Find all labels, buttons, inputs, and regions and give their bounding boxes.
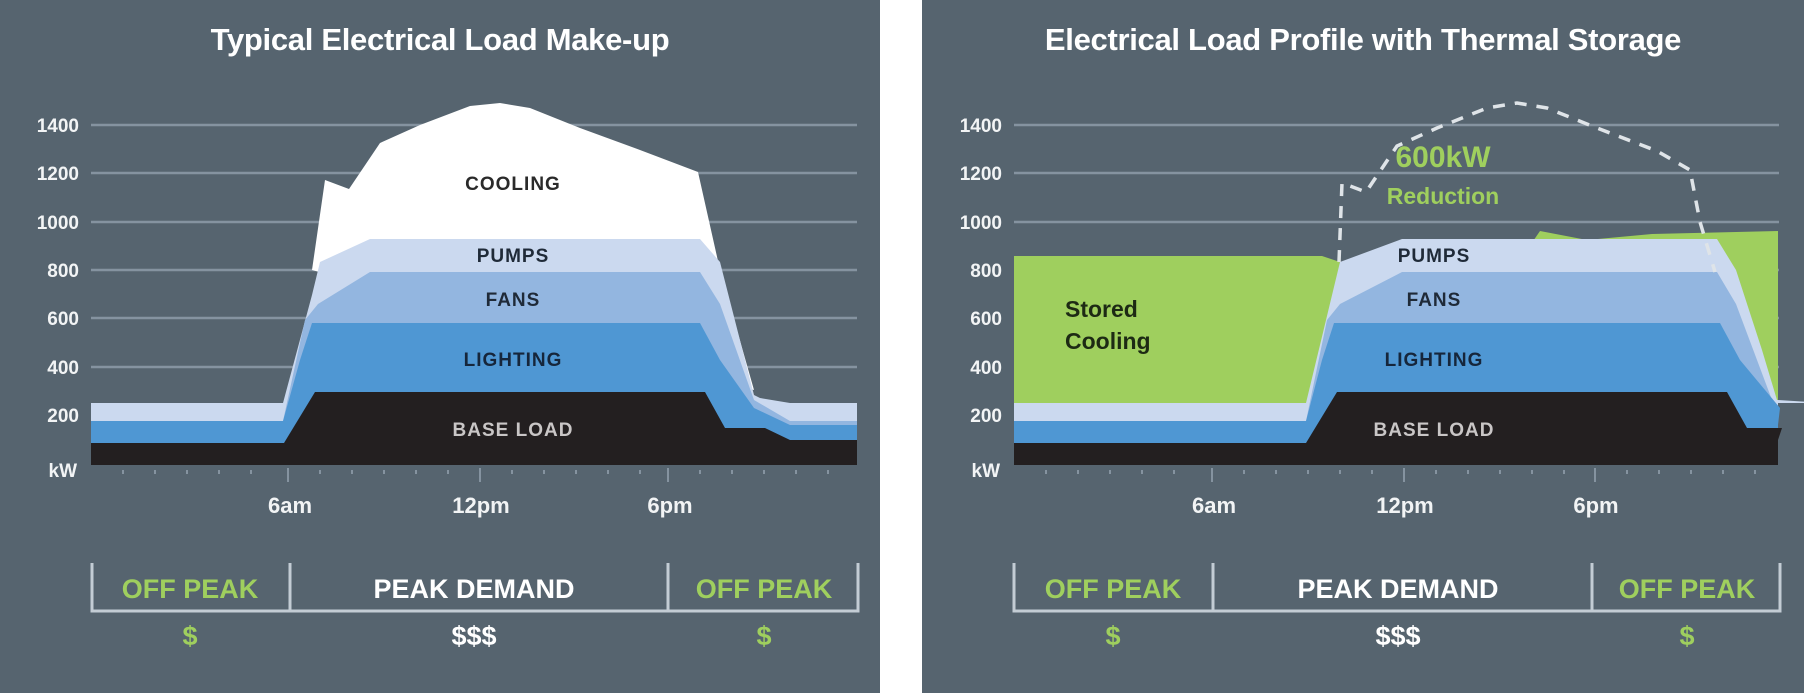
cost-off-peak-evening: $ [756, 621, 771, 651]
x-axis-ticks [1045, 468, 1756, 482]
legend-off-peak-morning: OFF PEAK [122, 574, 259, 604]
x-tick-6pm: 6pm [647, 493, 692, 518]
y-unit-label: kW [972, 461, 1001, 482]
annotation-reduction-value: 600kW [1395, 141, 1491, 174]
cost-off-peak-evening: $ [1679, 621, 1694, 651]
label-base-load: BASE LOAD [453, 420, 574, 441]
stored-cooling-label-line1: Stored [1065, 296, 1138, 322]
label-lighting: LIGHTING [464, 350, 563, 371]
left-chart-title: Typical Electrical Load Make-up [210, 22, 670, 57]
x-tick-12pm: 12pm [1376, 493, 1433, 518]
period-bracket [1012, 563, 1782, 613]
dashed-original-peak-line [1337, 101, 1717, 273]
y-tick-200: 200 [47, 406, 79, 427]
label-base-load: BASE LOAD [1374, 420, 1495, 441]
y-tick-1400: 1400 [960, 116, 1002, 137]
cost-peak-demand: $$$ [451, 621, 496, 651]
right-chart-title: Electrical Load Profile with Thermal Sto… [1044, 22, 1682, 57]
area-stored-cooling-morning [1014, 256, 1340, 410]
label-fans: FANS [1407, 290, 1462, 311]
label-cooling: COOLING [465, 174, 561, 195]
area-base-load [1014, 392, 1782, 465]
area-base-load [91, 392, 857, 465]
y-tick-600: 600 [47, 309, 79, 330]
cost-peak-demand: $$$ [1375, 621, 1420, 651]
y-tick-800: 800 [970, 261, 1002, 282]
legend-peak-demand: PEAK DEMAND [373, 574, 574, 604]
y-axis-labels: 1400 1200 1000 800 600 400 200 kW [960, 116, 1002, 482]
label-pumps: PUMPS [477, 246, 550, 267]
y-axis-labels: 1400 1200 1000 800 600 400 200 kW [37, 116, 79, 482]
y-tick-1200: 1200 [960, 164, 1002, 185]
right-chart-panel: Electrical Load Profile with Thermal Sto… [922, 0, 1804, 693]
y-tick-600: 600 [970, 309, 1002, 330]
x-tick-6am: 6am [268, 493, 312, 518]
y-tick-1400: 1400 [37, 116, 79, 137]
label-lighting: LIGHTING [1385, 350, 1484, 371]
y-tick-1000: 1000 [960, 213, 1002, 234]
cost-off-peak-morning: $ [182, 621, 197, 651]
right-chart: 1400 1200 1000 800 600 400 200 kW 600kW … [960, 101, 1804, 651]
legend-off-peak-evening: OFF PEAK [696, 574, 833, 604]
x-tick-12pm: 12pm [452, 493, 509, 518]
x-tick-6pm: 6pm [1573, 493, 1618, 518]
y-tick-400: 400 [970, 358, 1002, 379]
cost-off-peak-morning: $ [1105, 621, 1120, 651]
y-tick-1000: 1000 [37, 213, 79, 234]
y-tick-800: 800 [47, 261, 79, 282]
y-tick-1200: 1200 [37, 164, 79, 185]
left-chart-panel: Typical Electrical Load Make-up 1400 120… [0, 0, 880, 693]
period-bracket [90, 563, 860, 613]
x-axis-ticks [122, 468, 829, 482]
y-tick-200: 200 [970, 406, 1002, 427]
legend-off-peak-morning: OFF PEAK [1045, 574, 1182, 604]
left-chart: 1400 1200 1000 800 600 400 200 kW COOLIN… [37, 103, 860, 651]
y-unit-label: kW [49, 461, 78, 482]
label-pumps: PUMPS [1398, 246, 1471, 267]
legend-peak-demand: PEAK DEMAND [1297, 574, 1498, 604]
annotation-reduction-text: Reduction [1387, 183, 1499, 209]
stored-cooling-label-line2: Cooling [1065, 328, 1151, 354]
legend-off-peak-evening: OFF PEAK [1619, 574, 1756, 604]
y-tick-400: 400 [47, 358, 79, 379]
label-fans: FANS [486, 290, 541, 311]
x-tick-6am: 6am [1192, 493, 1236, 518]
